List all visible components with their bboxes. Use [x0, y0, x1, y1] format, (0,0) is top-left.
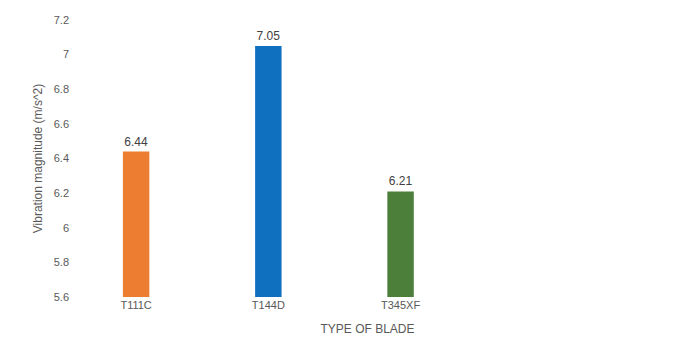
- svg-text:6: 6: [63, 222, 69, 234]
- svg-text:6.4: 6.4: [54, 152, 69, 164]
- svg-text:7.2: 7.2: [54, 14, 69, 26]
- svg-text:T345XF: T345XF: [381, 299, 420, 311]
- svg-text:6.2: 6.2: [54, 187, 69, 199]
- svg-text:T111C: T111C: [120, 299, 151, 311]
- svg-text:T144D: T144D: [252, 299, 285, 311]
- svg-text:6.6: 6.6: [54, 118, 69, 130]
- svg-text:TYPE OF BLADE: TYPE OF BLADE: [320, 322, 414, 336]
- svg-text:6.8: 6.8: [54, 83, 69, 95]
- svg-text:6.21: 6.21: [389, 174, 413, 188]
- svg-text:5.6: 5.6: [54, 291, 69, 303]
- svg-text:7.05: 7.05: [256, 29, 280, 43]
- svg-text:5.8: 5.8: [54, 256, 69, 268]
- svg-text:Vibration magnitude (m/s^2): Vibration magnitude (m/s^2): [31, 84, 45, 233]
- svg-text:7: 7: [63, 48, 69, 60]
- svg-text:6.44: 6.44: [124, 135, 148, 149]
